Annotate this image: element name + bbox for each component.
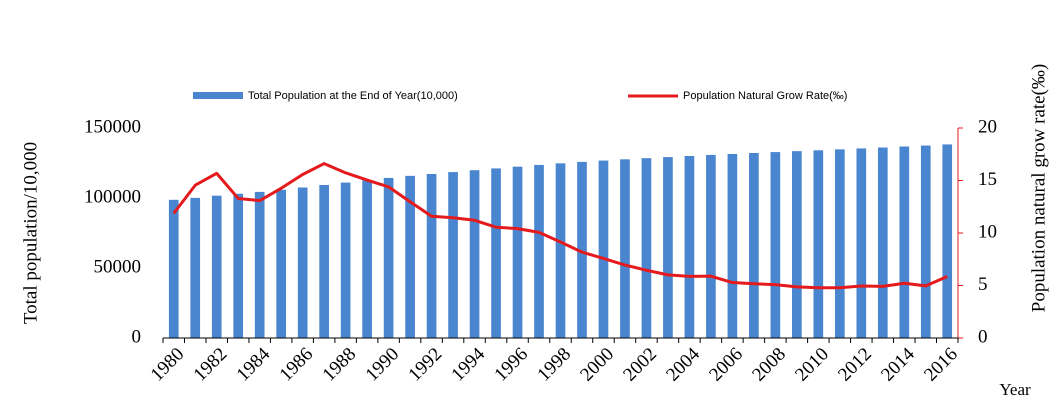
x-tick-label: 1994 (447, 343, 489, 385)
x-tick-label: 1996 (490, 344, 532, 386)
x-tick-label: 2008 (748, 344, 790, 386)
y2-tick-label: 10 (978, 221, 997, 242)
bar (620, 159, 630, 338)
bar (254, 191, 265, 338)
x-tick-label: 2016 (920, 344, 962, 386)
bar (770, 152, 781, 338)
legend-label: Total Population at the End of Year(10,0… (248, 90, 458, 102)
x-tick-label: 2014 (877, 343, 919, 385)
x-tick-label: 2002 (619, 344, 661, 386)
bar (448, 172, 458, 338)
x-tick-label: 2004 (662, 343, 704, 385)
x-axis-label: Year (999, 380, 1031, 399)
x-tick-label: 1992 (404, 344, 446, 386)
bar (920, 145, 931, 338)
bar (899, 146, 910, 338)
bar (340, 182, 351, 338)
bar (555, 163, 566, 338)
bar (426, 173, 437, 338)
line (172, 162, 948, 290)
bar (211, 195, 222, 338)
y2-tick-label: 20 (978, 116, 997, 137)
bar (706, 154, 716, 338)
bar (598, 160, 609, 338)
bar (727, 153, 738, 338)
x-tick-label: 2000 (576, 344, 618, 386)
bar (190, 197, 201, 338)
x-tick-label: 2006 (705, 344, 747, 386)
bar (834, 149, 845, 338)
x-tick-label: 1988 (319, 344, 361, 386)
y-tick-label: 0 (132, 326, 142, 347)
bar (877, 147, 888, 338)
bar (405, 175, 415, 338)
x-tick-label: 1980 (147, 344, 189, 386)
x-tick-label: 1982 (190, 344, 232, 386)
bar (469, 170, 480, 338)
bar (792, 151, 802, 338)
bar (297, 187, 308, 338)
x-tick-label: 1986 (276, 344, 318, 386)
bar (813, 150, 824, 338)
y-tick-label: 100000 (84, 186, 141, 207)
bar (856, 148, 867, 338)
x-tick-label: 2010 (791, 344, 833, 386)
bar (641, 158, 652, 338)
x-tick-label: 1998 (533, 344, 575, 386)
y2-tick-label: 5 (978, 274, 988, 295)
bar (233, 193, 244, 338)
bar (512, 166, 523, 338)
y-tick-label: 150000 (84, 116, 141, 137)
bar (534, 164, 544, 338)
y-axis-label: Total population/10,000 (20, 142, 41, 324)
x-tick-label: 1990 (362, 344, 404, 386)
x-tick-label: 2012 (834, 344, 876, 386)
bar (749, 153, 759, 338)
legend-swatch (193, 92, 243, 99)
x-tick-label: 1984 (233, 343, 275, 385)
y-tick-label: 50000 (94, 256, 142, 277)
bar (942, 144, 953, 338)
bar (577, 161, 587, 338)
bar (663, 157, 673, 338)
bar (168, 199, 179, 338)
bar (276, 189, 287, 338)
bar (491, 168, 501, 338)
y2-axis-label: Population natural grow rate(‰) (1028, 64, 1049, 313)
bar (684, 156, 695, 338)
y2-tick-label: 0 (978, 326, 988, 347)
bar (362, 180, 372, 338)
bar (383, 177, 394, 338)
legend-label: Population Natural Grow Rate(‰) (683, 90, 847, 102)
bar (319, 184, 329, 338)
y2-tick-label: 15 (978, 169, 997, 190)
